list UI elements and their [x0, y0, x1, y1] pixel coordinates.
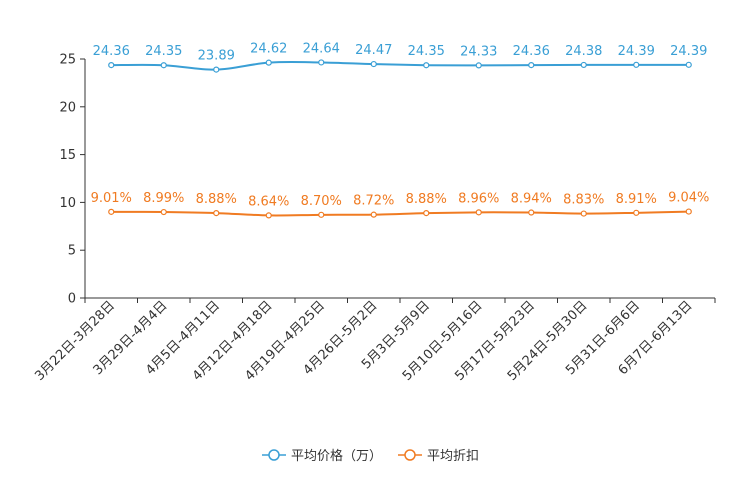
data-point — [108, 208, 115, 215]
series-line — [111, 210, 689, 217]
data-point — [160, 208, 167, 216]
y-tick-label: 20 — [59, 100, 76, 115]
data-label: 8.88% — [406, 192, 447, 207]
data-label: 8.64% — [248, 194, 289, 209]
data-label: 9.01% — [91, 191, 132, 206]
data-point — [685, 208, 692, 215]
data-point — [475, 62, 482, 69]
axes: 05101520253月22日-3月28日3月29日-4月4日4月5日-4月11… — [32, 53, 716, 384]
data-label: 24.38 — [565, 44, 602, 59]
data-label: 24.35 — [145, 44, 182, 59]
data-point — [528, 62, 535, 69]
data-label: 24.39 — [670, 44, 707, 59]
data-point — [213, 210, 220, 217]
data-label: 8.72% — [353, 194, 394, 209]
legend-marker-icon — [404, 449, 416, 461]
data-point — [318, 211, 325, 218]
data-point — [318, 59, 325, 66]
series-layer: 24.36 24.35 23.89 24.62 24.64 24.47 24.35 24.33… — [91, 41, 709, 219]
data-label: 24.64 — [303, 41, 340, 56]
data-label: 8.99% — [143, 191, 184, 206]
data-point — [370, 60, 377, 68]
data-label: 24.47 — [355, 43, 392, 58]
data-point — [160, 62, 167, 69]
data-label: 8.88% — [196, 192, 237, 207]
data-point — [475, 209, 482, 216]
data-point — [633, 61, 640, 68]
data-label: 8.96% — [458, 191, 499, 206]
data-label: 9.04% — [668, 191, 709, 206]
data-label: 8.83% — [563, 193, 604, 208]
data-label: 24.39 — [618, 44, 655, 59]
data-label: 23.89 — [198, 49, 235, 64]
data-label: 24.36 — [93, 44, 130, 59]
data-label: 24.62 — [250, 42, 287, 57]
data-point — [265, 59, 272, 66]
legend-item-discount[interactable]: 平均折扣 — [398, 449, 479, 464]
data-point — [213, 66, 220, 73]
data-point — [265, 212, 272, 219]
legend-marker-icon — [268, 449, 280, 461]
legend-label: 平均价格（万） — [291, 448, 382, 464]
series-line — [111, 60, 689, 71]
data-point — [528, 209, 535, 216]
legend[interactable]: 平均价格（万） 平均折扣 — [262, 448, 479, 464]
y-tick-label: 5 — [68, 244, 76, 259]
y-tick-label: 0 — [68, 292, 76, 307]
data-point — [633, 209, 640, 216]
data-point — [685, 61, 692, 68]
y-tick-label: 15 — [59, 148, 76, 163]
data-label: 24.36 — [513, 44, 550, 59]
data-label: 24.33 — [460, 44, 497, 59]
data-point — [580, 61, 587, 69]
data-label: 8.70% — [301, 194, 342, 209]
data-point — [370, 211, 377, 218]
data-point — [423, 210, 430, 217]
data-point — [423, 62, 430, 69]
data-label: 24.35 — [408, 44, 445, 59]
data-point — [580, 210, 587, 217]
data-point — [108, 62, 115, 69]
series-discount: 9.01% 8.99% 8.88% 8.64% 8.70% 8.72% 8.88% 8.96%… — [91, 191, 709, 219]
y-tick-label: 10 — [59, 196, 76, 211]
series-price: 24.36 24.35 23.89 24.62 24.64 24.47 24.35 24.33… — [93, 41, 707, 73]
legend-label: 平均折扣 — [427, 449, 479, 464]
y-tick-label: 25 — [59, 53, 76, 68]
data-label: 8.91% — [616, 192, 657, 207]
legend-item-price[interactable]: 平均价格（万） — [262, 448, 382, 464]
data-label: 8.94% — [511, 192, 552, 207]
